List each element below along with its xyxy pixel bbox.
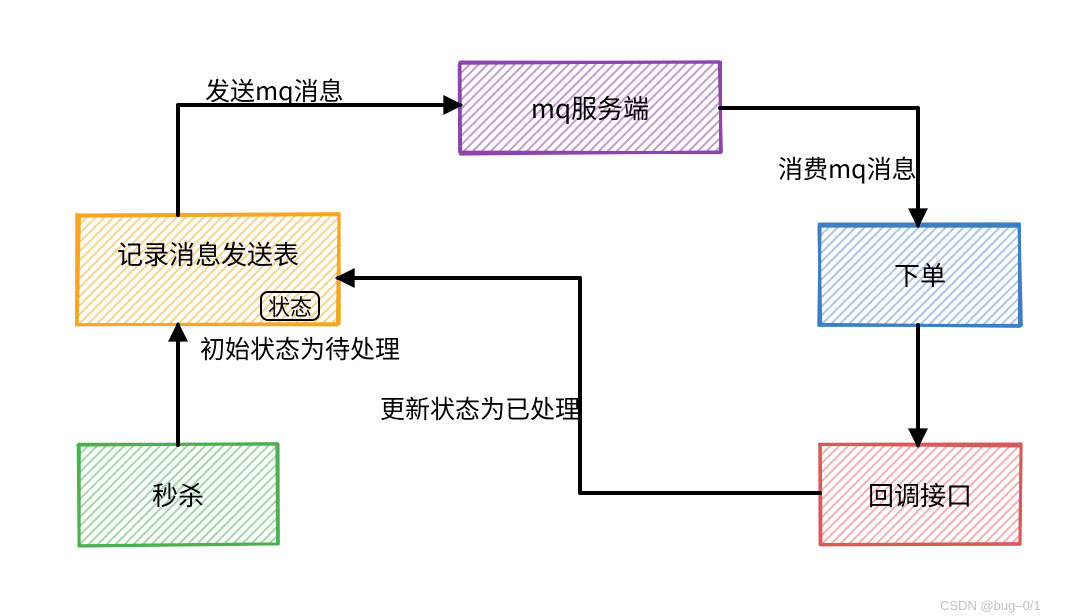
edge-mqserver-to-order	[720, 108, 918, 225]
edge-callback-to-record	[338, 278, 820, 493]
edge-record-to-mqserver	[178, 105, 460, 215]
diagram-svg	[0, 0, 1068, 616]
watermark: CSDN @bug–0/1	[940, 598, 1041, 613]
node-record-sub-badge: 状态	[260, 291, 320, 321]
